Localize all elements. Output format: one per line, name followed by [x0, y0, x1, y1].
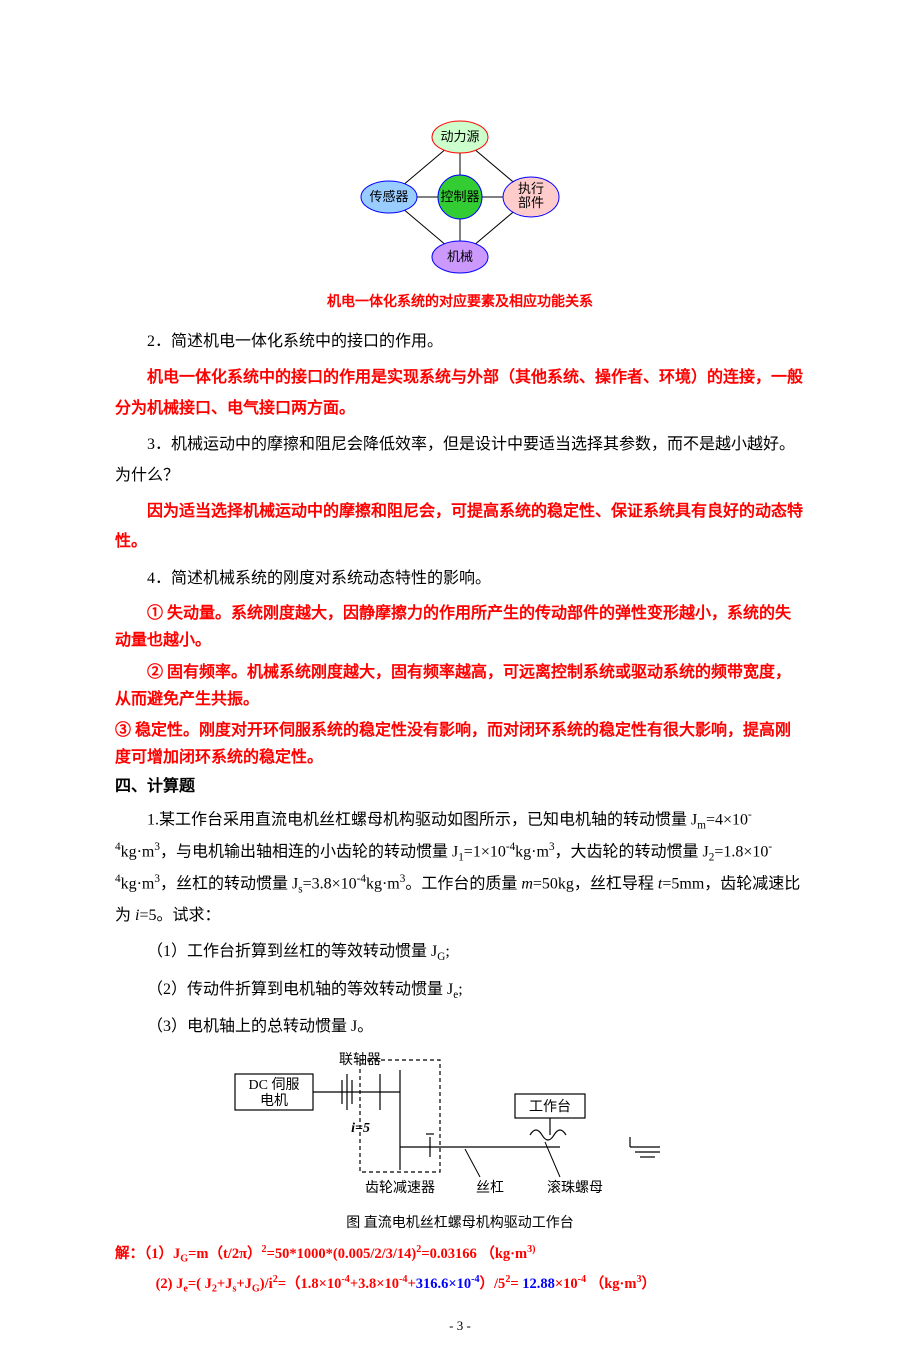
q4-a1: ① 失动量。系统刚度越大，因静摩擦力的作用所产生的传动部件的弹性变形越小，系统的… [115, 600, 805, 654]
blue-val: 316.6×10 [416, 1276, 471, 1292]
motor-l2: 电机 [260, 1093, 288, 1109]
txt: （2）传动件折算到电机轴的等效转动惯量 J [147, 981, 453, 998]
gearbox-label: 齿轮减速器 [365, 1180, 435, 1196]
txt: =3.8×10 [303, 875, 357, 892]
mech-diagram: DC 伺服 电机 联轴器 i=5 工作台 齿轮减速器 丝杠 滚珠螺母 [230, 1052, 690, 1207]
txt: +J [217, 1276, 233, 1292]
txt: =m（t/2π） [188, 1246, 261, 1262]
sup: -4 [341, 1274, 349, 1285]
node-left-label: 传感器 [369, 189, 408, 204]
txt: 解：（1）J [115, 1246, 180, 1262]
sup: 3) [527, 1244, 535, 1255]
blue-val: 12.88 [522, 1276, 555, 1292]
txt: ×10 [555, 1276, 578, 1292]
txt: (2) J [156, 1276, 184, 1292]
txt: =( J [188, 1276, 212, 1292]
concept-diagram: 动力源 传感器 控制器 执行 部件 机械 [355, 115, 565, 280]
page-root: 动力源 传感器 控制器 执行 部件 机械 机电一体化系统的对应要素及相应功能关系… [0, 0, 920, 1366]
sup: -4 [357, 873, 366, 885]
sub: m [697, 820, 706, 832]
q2-answer: 机电一体化系统中的接口的作用是实现系统与外部（其他系统、操作者、环境）的连接，一… [115, 363, 805, 424]
txt: （kg·m [586, 1276, 636, 1292]
it: m [521, 875, 533, 892]
txt: =（1.8×10 [278, 1276, 342, 1292]
txt: =50*1000*(0.005/2/3/14) [267, 1246, 417, 1262]
txt: =4×10 [706, 812, 748, 829]
calc1-p3: （3）电机轴上的总转动惯量 J。 [115, 1012, 805, 1042]
node-center-label: 控制器 [440, 189, 479, 204]
txt: ，大齿轮的转动惯量 J [555, 843, 709, 860]
txt: ） [642, 1276, 657, 1292]
txt: ; [458, 981, 462, 998]
table-label: 工作台 [529, 1099, 571, 1115]
txt: （1）工作台折算到丝杠的等效转动惯量 J [147, 943, 437, 960]
txt: +J [236, 1276, 252, 1292]
txt: 1.某工作台采用直流电机丝杠螺母机构驱动如图所示，已知电机轴的转动惯量 J [147, 812, 697, 829]
txt: kg·m [366, 875, 400, 892]
txt: =1×10 [464, 843, 506, 860]
motor-l1: DC 伺服 [249, 1077, 300, 1093]
txt: ，与电机输出轴相连的小齿轮的转动惯量 J [160, 843, 458, 860]
txt: )/i [260, 1276, 273, 1292]
q4-question: 4．简述机械系统的刚度对系统动态特性的影响。 [115, 564, 805, 594]
solution-l1: 解：（1）JG=m（t/2π）2=50*1000*(0.005/2/3/14)2… [115, 1242, 805, 1268]
txt: = [510, 1276, 522, 1292]
txt: ; [445, 943, 449, 960]
txt: ）/5 [480, 1276, 506, 1292]
sub: G [180, 1254, 188, 1265]
txt: kg·m [515, 843, 549, 860]
page-number: - 3 - [115, 1316, 805, 1336]
txt: + [407, 1276, 415, 1292]
node-right-label2: 部件 [518, 195, 544, 210]
txt: +3.8×10 [350, 1276, 399, 1292]
q3-answer: 因为适当选择机械运动中的摩擦和阻尼会，可提高系统的稳定性、保证系统具有良好的动态… [115, 497, 805, 558]
screw-label: 丝杠 [476, 1180, 504, 1196]
nut-label: 滚珠螺母 [547, 1179, 603, 1196]
sup: -4 [471, 1274, 479, 1285]
section4-title: 四、计算题 [115, 775, 805, 799]
diagram-caption: 机电一体化系统的对应要素及相应功能关系 [115, 292, 805, 313]
coupling-label: 联轴器 [339, 1052, 381, 1068]
txt: =50kg，丝杠导程 [533, 875, 658, 892]
txt: =0.03166 （kg·m [421, 1246, 527, 1262]
txt: kg·m [121, 843, 155, 860]
txt: kg·m [121, 875, 155, 892]
q4-a2: ② 固有频率。机械系统刚度越大，固有频率越高，可远离控制系统或驱动系统的频带宽度… [115, 659, 805, 713]
sup: -4 [506, 841, 515, 853]
sub: G [252, 1284, 260, 1295]
i-label: i=5 [351, 1121, 370, 1136]
txt: =5。试求： [139, 907, 220, 924]
node-top-label: 动力源 [440, 129, 479, 144]
node-bottom-label: 机械 [447, 249, 473, 264]
calc1-p2: （2）传动件折算到电机轴的等效转动惯量 Je; [115, 975, 805, 1006]
calc1-stem: 1.某工作台采用直流电机丝杠螺母机构驱动如图所示，已知电机轴的转动惯量 Jm=4… [115, 805, 805, 931]
q2-question: 2．简述机电一体化系统中的接口的作用。 [115, 327, 805, 357]
node-right-label1: 执行 [518, 181, 544, 196]
txt: 。工作台的质量 [405, 875, 521, 892]
txt: =1.8×10 [714, 843, 768, 860]
calc1-p1: （1）工作台折算到丝杠的等效转动惯量 JG; [115, 937, 805, 968]
solution-l2: (2) Je=( J2+Js+JG)/i2=（1.8×10-4+3.8×10-4… [115, 1272, 805, 1298]
txt: ，丝杠的转动惯量 J [160, 875, 298, 892]
sup: -4 [578, 1274, 586, 1285]
q3-question: 3．机械运动中的摩擦和阻尼会降低效率，但是设计中要适当选择其参数，而不是越小越好… [115, 430, 805, 491]
mech-caption: 图 直流电机丝杠螺母机构驱动工作台 [115, 1213, 805, 1234]
q4-a3: ③ 稳定性。刚度对开环伺服系统的稳定性没有影响，而对闭环系统的稳定性有很大影响，… [115, 717, 805, 771]
